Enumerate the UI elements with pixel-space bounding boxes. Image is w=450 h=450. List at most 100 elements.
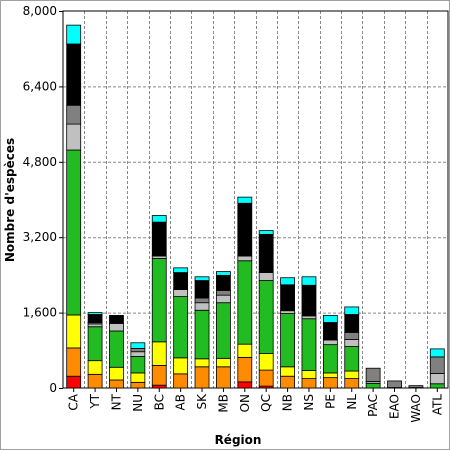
axes: 0 1,600 3,200 4,800 6,400 8,000 CA YT NT NU BC AB SK… [23,4,445,423]
bar-segment [66,24,82,45]
x-tick-label: AB [174,394,188,410]
bar-segment [258,369,274,387]
bar-segment [109,323,124,332]
bar-segment [194,309,210,360]
bar-segment [258,353,274,371]
bar-segment [173,357,189,375]
bar-segment [280,277,295,286]
x-tick-label: NS [302,394,316,411]
bar-segment [173,289,189,297]
bar-segment [173,272,189,290]
bar-segment [130,381,146,389]
bar-segment [87,312,103,315]
bar-segment [344,346,360,372]
bar-segment [258,272,274,281]
bar-segment [365,367,381,382]
bar-segment [66,123,82,151]
bar-segment [237,343,253,358]
y-tick-label: 4,800 [23,155,57,169]
bar-segment [429,348,445,358]
bar-segment [216,357,231,368]
bar-segment [194,358,210,368]
bars [66,24,445,389]
x-tick-label: MB [216,394,230,413]
bar-segment [109,315,124,324]
bar-segment [280,310,295,314]
bar-segment [344,339,360,347]
bar-segment [151,364,167,386]
bar-segment [344,306,360,315]
bar-segment [322,344,338,374]
x-tick-label: ATL [430,394,444,416]
x-tick-label: PAC [366,394,380,417]
bar-segment [237,202,253,257]
bar-segment [280,284,295,312]
bar-segment [87,326,103,362]
x-tick-label: ON [238,394,252,412]
bar-segment [109,379,124,389]
x-tick-label: WAO [409,394,423,423]
bar-segment [344,378,360,389]
bar-segment [130,348,146,353]
bar-segment [66,104,82,125]
bar-segment [66,347,82,377]
x-tick-label: NU [131,394,145,412]
bar-segment [387,380,402,388]
bar-segment [216,274,231,291]
bar-segment [429,372,445,385]
bar-segment [130,356,146,374]
bar-segment [109,330,124,368]
bar-segment [365,382,381,389]
x-tick-label: NL [345,394,359,410]
x-tick-label: YT [88,393,102,409]
x-tick-label: EAO [388,394,402,419]
bar-segment [194,297,210,304]
bar-segment [258,233,274,273]
bar-segment [87,323,103,328]
bar-segment [216,290,231,296]
bar-segment [66,375,82,389]
bar-segment [216,271,231,276]
x-tick-label: CA [67,393,81,410]
bar-segment [194,366,210,389]
x-axis-label: Région [215,433,262,447]
bar-segment [216,302,231,359]
bar-segment [322,322,338,341]
gridlines [63,11,448,388]
bar-segment [151,384,167,389]
bar-segment [87,360,103,375]
bar-segment [429,356,445,374]
bar-segment [344,370,360,379]
bar-segment [322,339,338,346]
bar-segment [237,381,253,389]
bar-segment [194,276,210,281]
bar-segment [237,260,253,345]
bar-segment [66,43,82,106]
plot-area [62,10,449,389]
bar-segment [280,375,295,389]
bar-segment [258,280,274,354]
y-tick-label: 1,600 [23,306,57,320]
bar-segment [151,215,167,223]
bar-segment [151,341,167,366]
bar-segment [301,370,317,379]
bar-segment [429,383,445,389]
y-tick-label: 0 [49,381,57,395]
bar-segment [109,366,124,381]
bar-segment [322,372,338,379]
bar-segment [66,314,82,349]
bar-segment [344,314,360,333]
x-tick-label: SK [195,393,209,410]
bar-segment [237,255,253,262]
y-tick-label: 6,400 [23,79,57,93]
bar-segment [173,373,189,389]
bar-segment [216,294,231,304]
bar-segment [237,196,253,204]
bar-segment [173,296,189,359]
bar-segment [408,385,424,388]
bar-segment [87,314,103,323]
bar-segment [130,372,146,383]
bar-segment [280,313,295,368]
bar-segment [194,302,210,311]
